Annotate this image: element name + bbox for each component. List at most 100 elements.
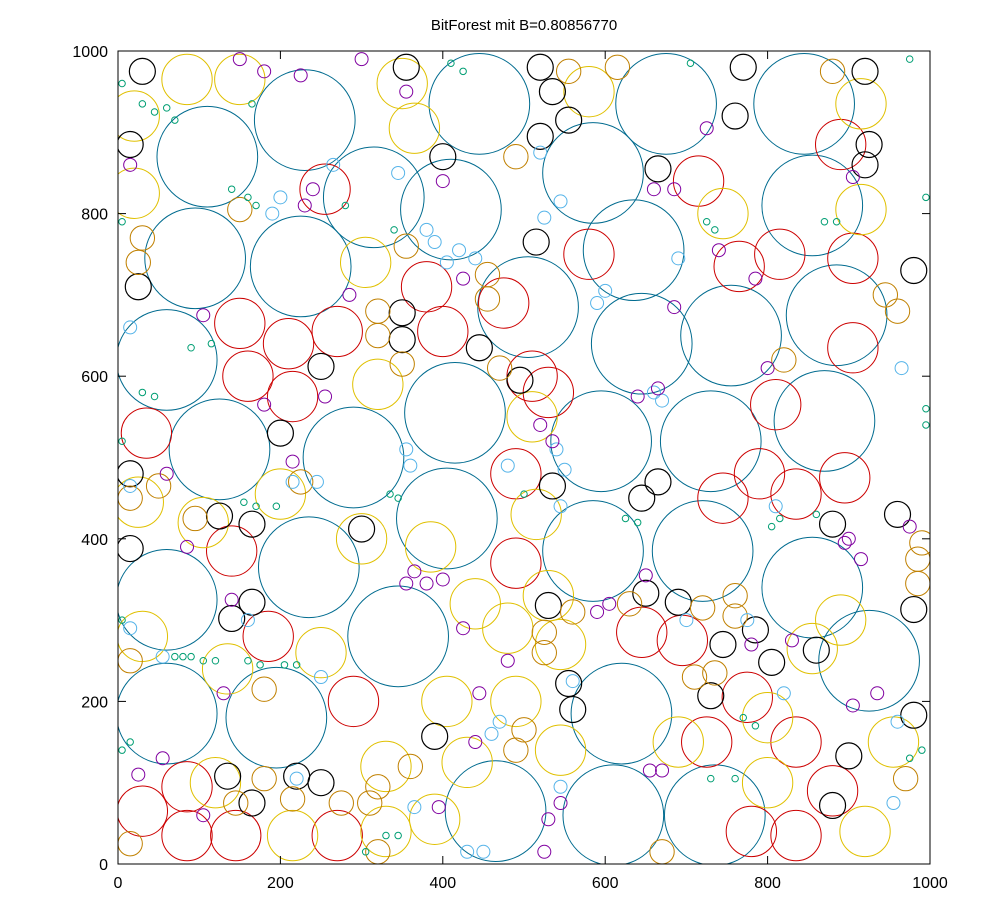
circle-mark <box>207 339 216 348</box>
circle-mark <box>266 370 319 423</box>
x-tick-label: 200 <box>267 875 294 892</box>
circle-mark <box>394 831 402 840</box>
circle-mark <box>565 674 580 689</box>
circle-mark <box>681 716 733 768</box>
circle-mark <box>733 448 786 500</box>
circle-mark <box>118 785 169 837</box>
x-tick-label: 400 <box>429 875 456 892</box>
circle-mark <box>758 648 786 676</box>
circle-mark <box>602 596 617 611</box>
circle-mark <box>644 468 672 496</box>
y-tick-label: 0 <box>99 857 108 874</box>
circle-mark <box>490 537 542 589</box>
circle-mark <box>210 809 262 862</box>
circle-mark <box>490 448 542 500</box>
circle-mark <box>555 58 582 85</box>
circle-mark <box>697 472 749 524</box>
circle-mark <box>118 485 143 511</box>
circle-mark <box>785 264 888 367</box>
circle-mark <box>452 243 467 258</box>
circle-mark <box>741 691 794 744</box>
circle-mark <box>482 602 534 654</box>
circle-mark <box>341 201 350 210</box>
circle-mark <box>725 805 778 858</box>
circle-mark <box>522 570 575 622</box>
chart-title: BitForest mit B=0.80856770 <box>431 17 617 34</box>
circle-mark <box>120 407 173 459</box>
circle-mark <box>905 546 930 572</box>
circle-mark <box>590 296 605 311</box>
circle-mark <box>211 657 220 665</box>
circle-mark <box>526 53 554 81</box>
circle-mark <box>199 657 208 665</box>
circle-series-lightblue <box>123 145 909 859</box>
circle-mark <box>206 525 258 577</box>
circle-mark <box>150 392 159 401</box>
circle-mark <box>262 318 315 370</box>
circle-mark <box>671 251 686 266</box>
circle-mark <box>835 742 863 770</box>
circle-mark <box>760 361 775 376</box>
circle-mark <box>214 762 242 790</box>
circle-mark <box>713 240 765 293</box>
circle-mark <box>156 105 259 208</box>
circle-mark <box>309 474 324 489</box>
circle-series-teal <box>118 53 920 864</box>
circle-mark <box>118 167 160 219</box>
circle-mark <box>664 588 692 616</box>
circle-mark <box>242 610 294 663</box>
circle-mark <box>722 583 748 609</box>
circle-series-black <box>118 53 928 820</box>
circle-mark <box>472 686 487 701</box>
circle-mark <box>240 498 248 506</box>
circle-mark <box>474 286 501 312</box>
circle-mark <box>651 500 754 602</box>
circle-mark <box>318 389 333 404</box>
circle-mark <box>428 53 531 155</box>
circle-mark <box>439 255 454 270</box>
circle-series-yellow <box>118 53 920 862</box>
circle-mark <box>681 664 708 690</box>
circle-mark <box>118 662 218 765</box>
circle-mark <box>465 334 493 362</box>
circle-mark <box>477 256 579 358</box>
circle-mark <box>492 714 507 729</box>
circle-mark <box>285 474 300 489</box>
circle-mark <box>894 361 909 376</box>
circle-mark <box>179 652 187 661</box>
circle-mark <box>526 122 554 150</box>
y-tick-label: 600 <box>81 369 108 386</box>
circle-mark <box>628 484 656 512</box>
circle-mark <box>711 243 726 258</box>
circle-mark <box>388 102 441 154</box>
circle-mark <box>289 771 304 786</box>
circle-mark <box>273 190 288 205</box>
circle-mark <box>542 500 644 602</box>
circle-mark <box>240 613 255 628</box>
circle-mark <box>819 452 871 504</box>
circle-mark <box>533 417 548 432</box>
circle-mark <box>223 790 249 816</box>
circle-mark <box>559 695 587 724</box>
circle-mark <box>435 572 450 587</box>
circle-mark <box>257 64 272 79</box>
circle-mark <box>118 548 218 651</box>
circle-mark <box>360 805 412 858</box>
circle-mark <box>731 774 739 783</box>
circle-mark <box>138 100 147 108</box>
circle-mark <box>503 737 529 763</box>
circle-mark <box>644 155 672 183</box>
circle-mark <box>244 193 252 202</box>
circle-mark <box>884 298 911 324</box>
circle-mark <box>563 228 615 280</box>
circle-mark <box>386 490 394 498</box>
circle-mark <box>892 765 919 792</box>
circle-mark <box>171 652 179 661</box>
circle-mark <box>123 157 138 172</box>
circle-mark <box>590 604 605 619</box>
circle-mark <box>388 299 416 327</box>
circle-mark <box>649 839 675 864</box>
circle-mark <box>400 158 502 261</box>
circle-mark <box>145 473 172 499</box>
